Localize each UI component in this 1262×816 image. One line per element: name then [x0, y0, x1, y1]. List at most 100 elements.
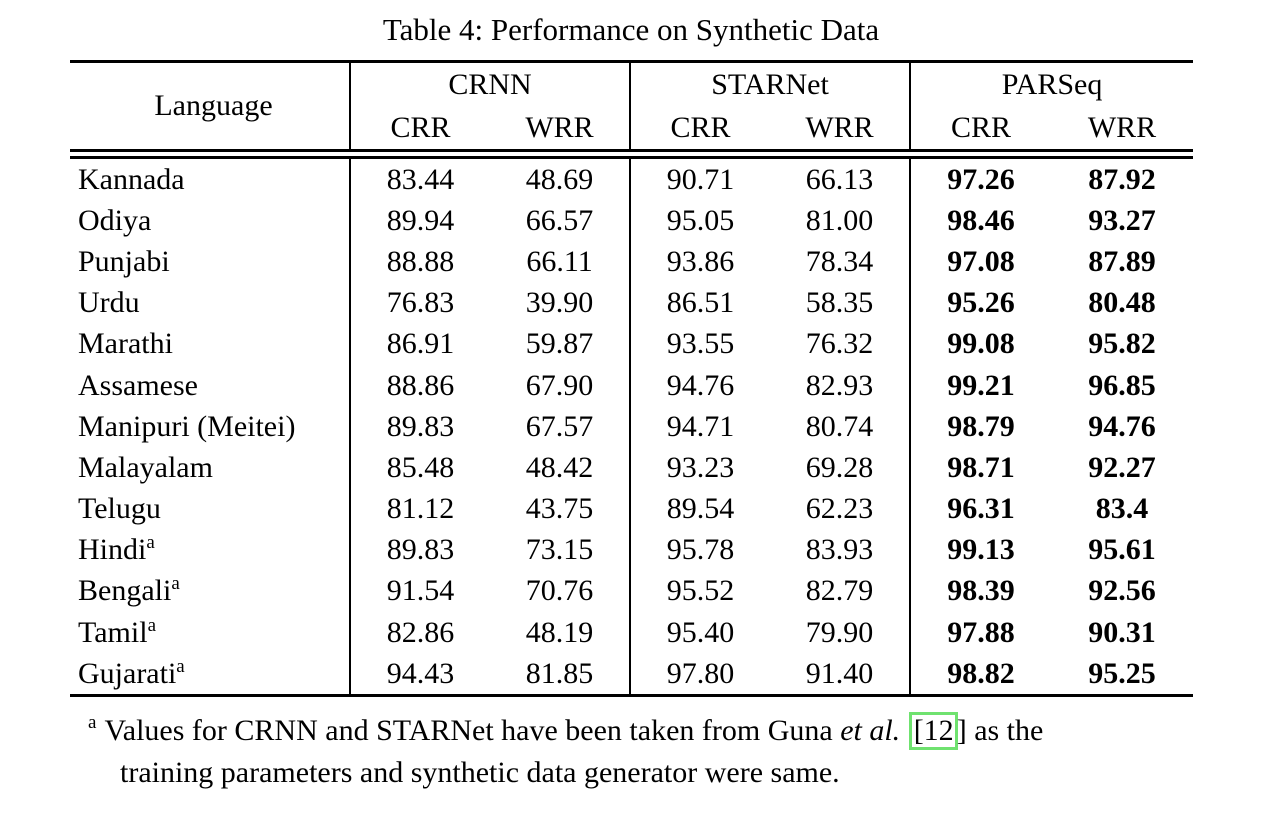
footnote: a Values for CRNN and STARNet have been t… — [88, 710, 1198, 794]
value-cell-crnn_wrr: 67.90 — [490, 364, 632, 407]
language-cell: Odiya — [70, 200, 351, 242]
value-cell-crnn_wrr: 48.69 — [490, 154, 632, 201]
language-cell: Hindia — [70, 529, 351, 571]
value-cell-starnet_crr: 86.51 — [666, 286, 735, 320]
value-cell-starnet_crr: 93.86 — [666, 244, 735, 278]
language-label: Gujarati — [78, 656, 177, 690]
value-cell-starnet_wrr: 76.32 — [770, 323, 912, 365]
value-cell-starnet_wrr: 58.35 — [770, 282, 912, 324]
value-cell-crnn_crr: 81.12 — [386, 492, 455, 526]
value-cell-crnn_wrr: 48.19 — [490, 612, 632, 654]
language-label: Assamese — [78, 368, 198, 402]
value-cell-parseq_wrr: 95.82 — [1088, 327, 1156, 361]
table-row: Hindia 89.83 73.15 95.78 83.93 99.13 95.61 — [70, 529, 1193, 571]
table-row: Gujaratia 94.43 81.85 97.80 91.40 98.82 95.25 — [70, 653, 1193, 696]
value-cell-parseq_wrr: 83.4 — [1095, 492, 1149, 526]
table-row: Manipuri (Meitei) 89.83 67.57 94.71 80.74 98.… — [70, 406, 1193, 448]
language-label: Marathi — [78, 327, 173, 361]
language-cell: Malayalam — [70, 447, 351, 489]
language-cell: Punjabi — [70, 241, 351, 283]
table-row: Malayalam 85.48 48.42 93.23 69.28 98.71 92.27 — [70, 447, 1193, 489]
col-header-parseq-wrr: WRR — [1087, 110, 1157, 144]
group-header-crnn: CRNN — [350, 61, 632, 106]
group-header-starnet: STARNet — [630, 61, 912, 106]
value-cell-crnn_wrr: 73.15 — [490, 529, 632, 571]
value-cell-crnn_crr: 85.48 — [386, 450, 455, 484]
value-cell-starnet_wrr: 83.93 — [770, 529, 912, 571]
value-cell-starnet_wrr: 62.23 — [770, 488, 912, 530]
value-cell-crnn_crr: 82.86 — [386, 615, 455, 649]
language-cell: Gujaratia — [70, 653, 351, 696]
col-header-parseq-crr: CRR — [951, 110, 1012, 144]
value-cell-parseq_crr: 97.88 — [947, 615, 1015, 649]
value-cell-crnn_wrr: 43.75 — [490, 488, 632, 530]
value-cell-starnet_wrr: 69.28 — [770, 447, 912, 489]
value-cell-parseq_wrr: 92.56 — [1088, 574, 1156, 608]
value-cell-crnn_wrr: 66.57 — [490, 200, 632, 242]
value-cell-starnet_crr: 95.52 — [666, 574, 735, 608]
header-sub-row: CRR WRR CRR WRR CRR WRR — [70, 106, 1194, 154]
value-cell-starnet_crr: 94.71 — [666, 409, 735, 443]
footnote-line-2: training parameters and synthetic data g… — [120, 756, 840, 789]
value-cell-parseq_crr: 97.26 — [947, 162, 1015, 196]
header-group-row: Language CRNN STARNet PARSeq — [70, 61, 1193, 154]
footnote-ref: a — [146, 532, 155, 554]
value-cell-parseq_crr: 98.82 — [947, 656, 1015, 690]
table-header: Language CRNN STARNet PARSeq CRR WRR CRR… — [70, 61, 1194, 154]
footnote-ref: a — [147, 614, 156, 636]
col-header-language: Language — [70, 61, 351, 154]
citation-close-bracket: ] — [956, 714, 967, 747]
table-row: Marathi 86.91 59.87 93.55 76.32 99.08 95.82 — [70, 323, 1193, 365]
value-cell-parseq_wrr: 90.31 — [1088, 615, 1156, 649]
language-label: Manipuri (Meitei) — [78, 409, 296, 443]
value-cell-parseq_crr: 98.79 — [947, 409, 1015, 443]
table-row: Tamila 82.86 48.19 95.40 79.90 97.88 90.31 — [70, 612, 1193, 654]
value-cell-crnn_wrr: 48.42 — [490, 447, 632, 489]
value-cell-starnet_crr: 95.05 — [666, 203, 735, 237]
col-header-starnet-wrr: WRR — [770, 106, 912, 154]
value-cell-starnet_wrr: 66.13 — [770, 154, 912, 201]
value-cell-crnn_wrr: 70.76 — [490, 570, 632, 613]
results-table: Language CRNN STARNet PARSeq CRR WRR CRR… — [70, 60, 1194, 698]
value-cell-crnn_crr: 83.44 — [386, 162, 455, 196]
value-cell-parseq_wrr: 92.27 — [1088, 450, 1156, 484]
language-label: Malayalam — [78, 450, 213, 484]
value-cell-crnn_crr: 88.88 — [386, 244, 455, 278]
value-cell-crnn_wrr: 66.11 — [490, 241, 632, 283]
value-cell-parseq_crr: 99.13 — [947, 533, 1015, 567]
language-cell: Tamila — [70, 612, 351, 654]
value-cell-parseq_wrr: 96.85 — [1088, 368, 1156, 402]
footnote-text: Values for CRNN and STARNet have been ta… — [104, 714, 833, 747]
language-label: Telugu — [78, 492, 161, 526]
value-cell-parseq_wrr: 87.92 — [1088, 162, 1156, 196]
table-caption: Table 4: Performance on Synthetic Data — [382, 12, 880, 47]
language-cell: Marathi — [70, 323, 351, 365]
value-cell-crnn_crr: 91.54 — [386, 574, 455, 608]
value-cell-crnn_wrr: 39.90 — [490, 282, 632, 324]
value-cell-crnn_crr: 94.43 — [386, 656, 455, 690]
language-cell: Manipuri (Meitei) — [70, 406, 351, 448]
value-cell-starnet_wrr: 78.34 — [770, 241, 912, 283]
value-cell-parseq_crr: 98.71 — [947, 450, 1015, 484]
value-cell-parseq_crr: 97.08 — [947, 244, 1015, 278]
value-cell-parseq_crr: 95.26 — [947, 286, 1015, 320]
value-cell-starnet_wrr: 80.74 — [770, 406, 912, 448]
footnote-line-1: a Values for CRNN and STARNet have been t… — [88, 710, 1198, 752]
col-header-crnn-wrr: WRR — [490, 106, 632, 154]
value-cell-parseq_wrr: 93.27 — [1088, 203, 1156, 237]
language-label: Urdu — [78, 286, 140, 320]
value-cell-crnn_wrr: 59.87 — [490, 323, 632, 365]
value-cell-crnn_crr: 89.94 — [386, 203, 455, 237]
table-row: Kannada 83.44 48.69 90.71 66.13 97.26 87.92 — [70, 154, 1193, 201]
language-label: Bengali — [78, 574, 172, 608]
value-cell-crnn_crr: 86.91 — [386, 327, 455, 361]
value-cell-starnet_crr: 93.55 — [666, 327, 735, 361]
citation-12-link[interactable]: [12 — [908, 712, 958, 750]
value-cell-crnn_crr: 88.86 — [386, 368, 455, 402]
value-cell-parseq_wrr: 95.25 — [1088, 656, 1156, 690]
table-body: Kannada 83.44 48.69 90.71 66.13 97.26 87.92 Odi… — [70, 154, 1193, 696]
value-cell-parseq_crr: 98.46 — [947, 203, 1015, 237]
language-label: Odiya — [78, 203, 152, 237]
value-cell-crnn_wrr: 67.57 — [490, 406, 632, 448]
